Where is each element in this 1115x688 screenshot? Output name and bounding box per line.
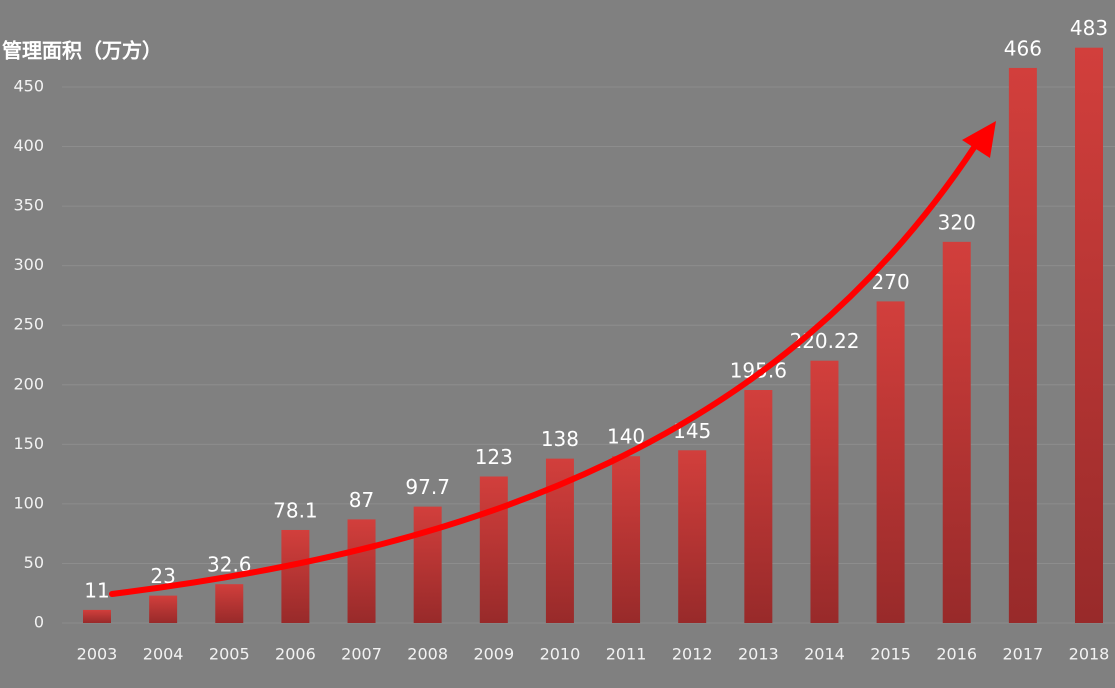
- bar: [810, 360, 839, 623]
- y-tick-label: 300: [13, 255, 44, 274]
- bar: [413, 506, 442, 623]
- data-label: 466: [1004, 36, 1042, 60]
- y-tick-label: 150: [13, 434, 44, 453]
- data-label: 320: [938, 210, 976, 234]
- trend-arrow: [109, 121, 996, 597]
- bar: [942, 241, 971, 623]
- x-tick-label: 2010: [540, 645, 581, 664]
- x-tick-label: 2005: [209, 645, 250, 664]
- bar: [149, 595, 178, 623]
- bar: [678, 450, 707, 623]
- arrow-head: [962, 121, 996, 158]
- x-tick-label: 2009: [473, 645, 514, 664]
- x-tick-label: 2007: [341, 645, 382, 664]
- bar: [876, 301, 905, 623]
- data-label: 87: [349, 488, 374, 512]
- y-tick-label: 350: [13, 196, 44, 215]
- bar: [347, 519, 376, 623]
- x-tick-label: 2015: [870, 645, 911, 664]
- y-tick-label: 450: [13, 77, 44, 96]
- data-label: 270: [872, 270, 910, 294]
- y-tick-label: 100: [13, 493, 44, 512]
- x-tick-label: 2014: [804, 645, 845, 664]
- bar: [479, 476, 508, 623]
- x-tick-label: 2006: [275, 645, 316, 664]
- data-label: 97.7: [405, 475, 450, 499]
- y-tick-label: 400: [13, 136, 44, 155]
- y-tick-label: 0: [34, 613, 44, 632]
- bar: [281, 529, 310, 623]
- bar: [612, 456, 641, 623]
- x-tick-label: 2017: [1003, 645, 1044, 664]
- bar: [1075, 47, 1103, 623]
- data-label: 138: [541, 427, 579, 451]
- data-label: 78.1: [273, 498, 318, 522]
- bar: [1008, 67, 1037, 624]
- x-tick-label: 2016: [936, 645, 977, 664]
- bar: [215, 584, 244, 623]
- data-label: 11: [84, 578, 109, 602]
- data-label: 123: [475, 445, 513, 469]
- data-label: 483: [1070, 16, 1108, 40]
- x-tick-label: 2003: [77, 645, 118, 664]
- x-tick-label: 2013: [738, 645, 779, 664]
- trend-curve: [109, 143, 978, 597]
- x-tick-label: 2012: [672, 645, 713, 664]
- bar: [83, 609, 111, 623]
- x-tick-label: 2004: [143, 645, 184, 664]
- chart-title: 管理面积（万方）: [2, 39, 162, 63]
- y-tick-label: 50: [24, 553, 44, 572]
- y-tick-label: 200: [13, 374, 44, 393]
- bar: [744, 390, 773, 623]
- x-tick-label: 2011: [606, 645, 647, 664]
- x-tick-label: 2018: [1069, 645, 1110, 664]
- y-tick-label: 250: [13, 315, 44, 334]
- x-tick-label: 2008: [407, 645, 448, 664]
